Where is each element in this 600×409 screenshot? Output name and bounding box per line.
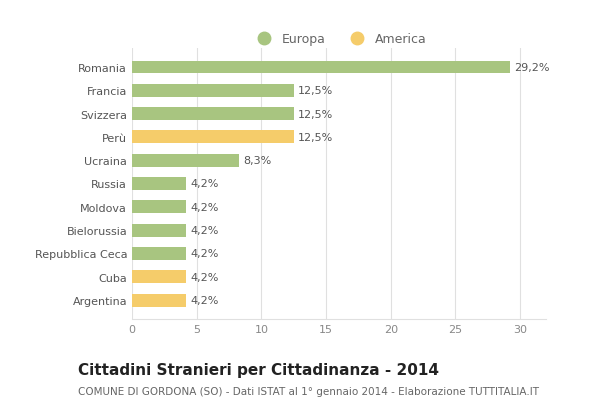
Text: 8,3%: 8,3% — [243, 156, 272, 166]
Text: 4,2%: 4,2% — [190, 272, 218, 282]
Text: 4,2%: 4,2% — [190, 202, 218, 212]
Text: 4,2%: 4,2% — [190, 249, 218, 259]
Text: 12,5%: 12,5% — [298, 109, 333, 119]
Bar — [132, 294, 187, 307]
Bar — [132, 178, 187, 191]
Legend: Europa, America: Europa, America — [247, 28, 431, 51]
Bar — [132, 85, 294, 97]
Text: COMUNE DI GORDONA (SO) - Dati ISTAT al 1° gennaio 2014 - Elaborazione TUTTITALIA: COMUNE DI GORDONA (SO) - Dati ISTAT al 1… — [78, 387, 539, 396]
Text: 12,5%: 12,5% — [298, 86, 333, 96]
Text: 29,2%: 29,2% — [514, 63, 549, 73]
Bar — [132, 224, 187, 237]
Text: 12,5%: 12,5% — [298, 133, 333, 142]
Text: 4,2%: 4,2% — [190, 226, 218, 236]
Bar — [132, 154, 239, 167]
Bar — [132, 131, 294, 144]
Text: 4,2%: 4,2% — [190, 179, 218, 189]
Bar — [132, 247, 187, 260]
Text: Cittadini Stranieri per Cittadinanza - 2014: Cittadini Stranieri per Cittadinanza - 2… — [78, 362, 439, 377]
Bar — [132, 61, 510, 74]
Bar — [132, 201, 187, 214]
Bar — [132, 271, 187, 283]
Text: 4,2%: 4,2% — [190, 295, 218, 306]
Bar — [132, 108, 294, 121]
